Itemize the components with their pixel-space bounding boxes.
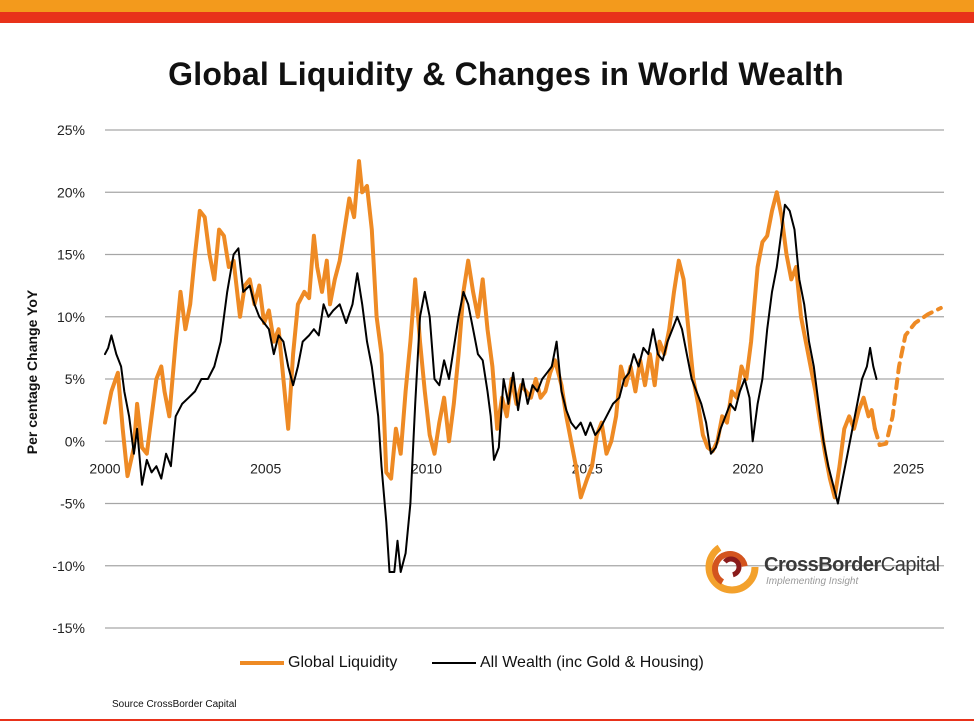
y-tick-label: -10% <box>52 558 85 574</box>
y-tick-label: 5% <box>65 371 85 387</box>
y-tick-label: 25% <box>57 122 85 138</box>
y-tick-label: 20% <box>57 184 85 200</box>
chart-legend: Global Liquidity All Wealth (inc Gold & … <box>0 654 974 676</box>
x-tick-label: 2005 <box>250 460 281 476</box>
series-line-all-wealth <box>104 203 878 573</box>
footer-red-line <box>0 719 974 721</box>
legend-item-all-wealth: All Wealth (inc Gold & Housing) <box>432 654 704 672</box>
x-tick-label: 2010 <box>411 460 442 476</box>
logo-swirl-icon <box>705 540 759 594</box>
source-note: Source CrossBorder Capital <box>112 699 237 710</box>
y-axis-label: Per centage Change YoY <box>24 289 40 455</box>
x-tick-label: 2000 <box>89 460 120 476</box>
y-tick-label: -15% <box>52 620 85 636</box>
series-line-global-liquidity-forecast <box>872 306 943 447</box>
y-tick-label: 15% <box>57 247 85 263</box>
y-tick-label: 0% <box>65 433 85 449</box>
x-tick-label: 2020 <box>732 460 763 476</box>
legend-swatch-wealth <box>432 662 476 664</box>
y-tick-label: -5% <box>60 496 85 512</box>
y-tick-label: 10% <box>57 309 85 325</box>
series-line-global-liquidity <box>103 159 877 500</box>
x-tick-label: 2025 <box>893 460 924 476</box>
legend-label-wealth: All Wealth (inc Gold & Housing) <box>480 654 704 671</box>
header-orange-band <box>0 0 974 12</box>
x-tick-label: 2015 <box>572 460 603 476</box>
legend-swatch-liquidity <box>240 661 284 665</box>
logo-name: CrossBorderCapital <box>764 554 940 576</box>
crossborder-logo: CrossBorderCapital Implementing Insight <box>704 536 944 598</box>
legend-item-global-liquidity: Global Liquidity <box>240 654 397 672</box>
chart-title: Global Liquidity & Changes in World Weal… <box>168 56 844 92</box>
logo-tagline: Implementing Insight <box>766 576 859 587</box>
legend-label-liquidity: Global Liquidity <box>288 654 398 671</box>
header-red-band <box>0 12 974 23</box>
